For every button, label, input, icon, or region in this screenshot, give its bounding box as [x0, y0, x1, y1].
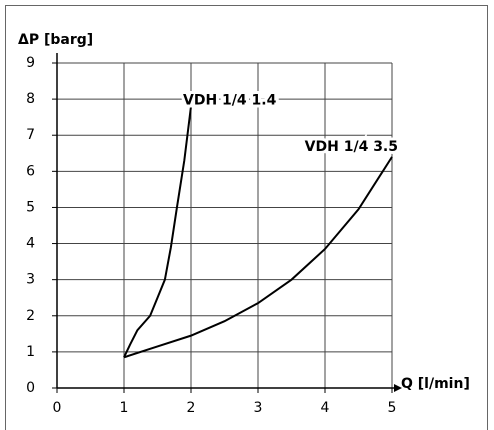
x-tick-label: 1	[120, 400, 129, 416]
x-tick-label: 0	[53, 400, 62, 416]
y-axis-label: ΔP [barg]	[18, 32, 93, 48]
y-tick-label: 1	[26, 344, 35, 360]
y-tick-label: 0	[26, 380, 35, 396]
y-tick-label: 6	[26, 163, 35, 179]
frame	[5, 5, 488, 430]
y-tick-label: 8	[26, 91, 35, 107]
x-axis-label: Q [l/min]	[401, 376, 470, 392]
x-axis-arrow	[394, 384, 402, 392]
curve-label: VDH 1/4 1.4	[183, 92, 277, 108]
curve	[123, 156, 393, 359]
y-tick-label: 4	[26, 236, 35, 252]
x-tick-label: 2	[187, 400, 196, 416]
x-tick-label: 4	[321, 400, 330, 416]
x-tick-label: 5	[388, 400, 397, 416]
y-tick-label: 9	[26, 55, 35, 71]
x-tick-label: 3	[254, 400, 263, 416]
curve-label: VDH 1/4 3.5	[305, 139, 398, 155]
y-tick-label: 2	[26, 308, 35, 324]
y-tick-label: 3	[26, 272, 35, 288]
y-tick-label: 5	[26, 199, 35, 215]
curve	[123, 106, 192, 358]
y-tick-label: 7	[26, 127, 35, 143]
